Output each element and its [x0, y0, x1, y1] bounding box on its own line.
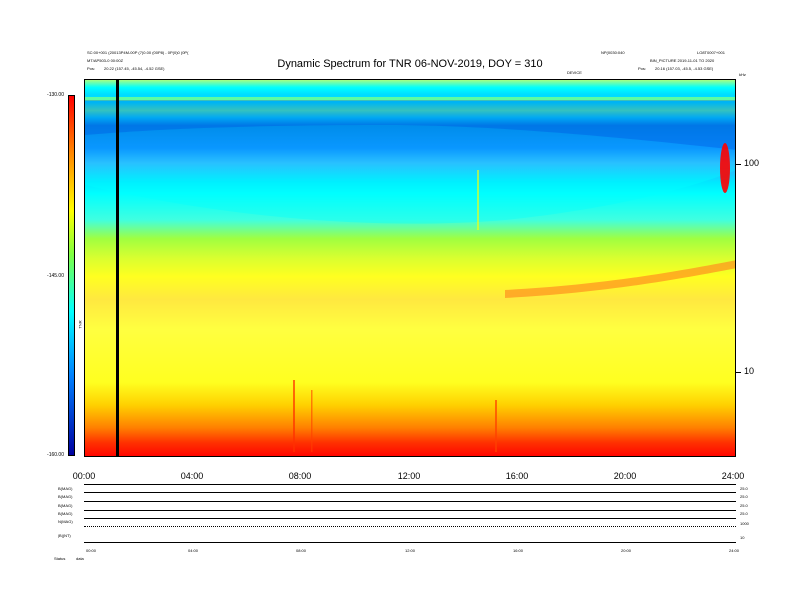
header-info-right-1a: NP(0030:040 [601, 50, 625, 55]
x-tick-label-4: 16:00 [505, 471, 529, 481]
unit-label: kHz [739, 72, 746, 77]
y-tick-label-100: 100 [744, 158, 760, 168]
panel-time-tick-3: 12:00 [405, 548, 416, 553]
panel-line-5 [84, 518, 736, 519]
y-tick-label-10: 10 [744, 366, 755, 376]
header-pos-value-right: 20.16 (157.03, -45.5, -4.53 GSE) [655, 66, 714, 71]
panel-row-label-6: |B|(NT) [58, 533, 71, 538]
x-tick-label-5: 20:00 [613, 471, 637, 481]
chart-title: Dynamic Spectrum for TNR 06-NOV-2019, DO… [277, 58, 543, 70]
spectrum-cyan-region [85, 80, 735, 224]
spectrum-streak-1 [293, 380, 295, 452]
header-pos-label-left: Pos: [87, 66, 96, 71]
panel-time-tick-5: 20:00 [621, 548, 632, 553]
colorbar-tick-mid: -145.00 [47, 273, 64, 279]
panel-line-3 [84, 501, 736, 502]
y-tick-mark-100 [736, 164, 741, 165]
parameter-panel [84, 484, 736, 546]
colorbar [68, 95, 75, 456]
panel-right-value-6: 10 [740, 535, 745, 540]
panel-time-tick-0: 00:00 [86, 548, 97, 553]
spectrum-band-top [85, 97, 735, 101]
spectrogram-plot [84, 79, 736, 457]
colorbar-label: TNR [77, 320, 83, 329]
header-info-right-1b: LO8T0007+001 [697, 50, 725, 55]
footer-data-label: data [76, 556, 84, 561]
header-pos-label-right: Pos: [638, 66, 647, 71]
data-gap-line [116, 80, 119, 456]
panel-time-tick-1: 04:00 [188, 548, 199, 553]
panel-row-label-2: B(MAG) [58, 494, 73, 499]
header-info-line-1: SC:00+001 (20013P4M-00P (7)0.00 (00P8) -… [87, 50, 189, 55]
panel-line-2 [84, 492, 736, 493]
panel-row-label-1: B(MAG) [58, 486, 73, 491]
colorbar-tick-top: -130.00 [47, 92, 64, 98]
spectrum-streak-4 [477, 170, 479, 230]
panel-row-label-3: B(MAG) [58, 503, 73, 508]
x-tick-label-0: 00:00 [72, 471, 96, 481]
x-tick-label-3: 12:00 [397, 471, 421, 481]
x-tick-label-6: 24:00 [721, 471, 745, 481]
x-tick-label-2: 08:00 [288, 471, 312, 481]
spectrum-streak-3 [495, 400, 497, 452]
panel-time-tick-2: 08:00 [296, 548, 307, 553]
colorbar-tick-bottom: -160.00 [47, 452, 64, 458]
y-tick-mark-10 [736, 372, 741, 373]
spectrum-red-burst [720, 143, 730, 193]
header-info-right-2: BIN_PICTURE 2019-11-01 TO 2020 [650, 58, 715, 63]
panel-right-value-2: 25.0 [740, 494, 748, 499]
panel-line-4 [84, 510, 736, 511]
panel-time-tick-6: 24:00 [729, 548, 740, 553]
panel-row-label-4: B(MAG) [58, 511, 73, 516]
panel-time-tick-4: 16:00 [513, 548, 524, 553]
panel-line-6 [84, 526, 736, 527]
spectrum-streak-2 [311, 390, 313, 452]
header-pos-value-left: 20.22 (157.45, -45.54, -4.52 GSE) [104, 66, 165, 71]
spectrogram-svg [85, 80, 735, 456]
panel-right-value-1: 25.0 [740, 486, 748, 491]
spectrum-orange-band [505, 260, 735, 298]
footer-status-label: Status [54, 556, 66, 561]
panel-row-label-5: N(MAG) [58, 519, 73, 524]
panel-right-value-4: 25.0 [740, 511, 748, 516]
panel-right-value-5: 1000 [740, 521, 749, 526]
header-info-line-2: MT/AP503-0 00:00Z [87, 58, 124, 63]
panel-line-7 [84, 542, 736, 543]
x-tick-label-1: 04:00 [180, 471, 204, 481]
panel-line-1 [84, 484, 736, 485]
spectrum-blue-region [85, 100, 735, 150]
panel-right-value-3: 25.0 [740, 503, 748, 508]
spectrum-background [85, 80, 735, 456]
device-label: DEVICE [567, 70, 582, 75]
